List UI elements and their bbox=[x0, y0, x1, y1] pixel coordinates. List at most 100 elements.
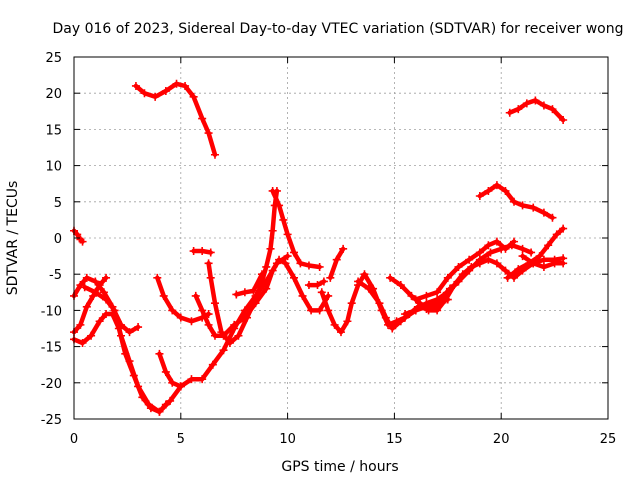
data-point bbox=[240, 288, 249, 297]
data-point bbox=[422, 291, 431, 300]
data-point bbox=[354, 277, 363, 286]
data-point bbox=[486, 248, 495, 257]
data-point bbox=[249, 286, 258, 295]
data-point bbox=[82, 273, 91, 282]
data-point bbox=[279, 215, 288, 224]
data-point bbox=[465, 255, 474, 264]
data-point bbox=[234, 331, 243, 340]
x-axis-title: GPS time / hours bbox=[281, 459, 398, 475]
series-arc-12 bbox=[232, 270, 266, 299]
data-point bbox=[275, 255, 284, 264]
data-point bbox=[189, 247, 198, 256]
data-point bbox=[492, 259, 501, 268]
data-point bbox=[151, 92, 160, 101]
data-point bbox=[484, 255, 493, 264]
data-point bbox=[283, 230, 292, 239]
data-point bbox=[290, 273, 299, 282]
data-point bbox=[433, 302, 442, 311]
data-point bbox=[539, 208, 548, 217]
data-point bbox=[181, 81, 190, 90]
x-tick-label: 0 bbox=[70, 432, 78, 447]
data-point bbox=[518, 244, 527, 253]
data-point bbox=[140, 89, 149, 98]
data-point bbox=[307, 306, 316, 315]
data-point bbox=[411, 306, 420, 315]
data-point bbox=[91, 277, 100, 286]
series-arc-9 bbox=[191, 255, 333, 340]
data-point bbox=[317, 288, 326, 297]
data-point bbox=[501, 266, 510, 275]
data-point bbox=[330, 320, 339, 329]
series-line bbox=[133, 81, 218, 157]
data-point bbox=[198, 247, 207, 256]
data-point bbox=[401, 310, 410, 319]
series-arc-20 bbox=[411, 237, 519, 304]
series-arc-23 bbox=[505, 96, 568, 124]
data-point bbox=[422, 299, 431, 308]
data-point bbox=[204, 320, 213, 329]
series-arc-24 bbox=[503, 224, 568, 282]
data-point bbox=[251, 295, 260, 304]
data-point bbox=[243, 313, 252, 322]
series-arc-13 bbox=[268, 186, 324, 271]
data-point bbox=[337, 328, 345, 337]
series-arc-22 bbox=[475, 181, 557, 222]
data-point bbox=[82, 302, 91, 311]
data-point bbox=[396, 317, 405, 326]
series-arc-25 bbox=[518, 252, 568, 271]
data-point bbox=[87, 331, 96, 340]
data-point bbox=[125, 357, 134, 366]
data-point bbox=[206, 248, 215, 257]
data-point bbox=[522, 99, 531, 108]
data-point bbox=[313, 281, 322, 290]
data-point bbox=[454, 262, 463, 271]
data-point bbox=[125, 328, 134, 337]
data-point bbox=[198, 114, 207, 123]
y-tick-label: 5 bbox=[54, 196, 62, 211]
data-point bbox=[439, 291, 448, 300]
data-point bbox=[296, 259, 305, 268]
data-point bbox=[552, 230, 561, 239]
data-point bbox=[176, 382, 185, 391]
series-arc-21 bbox=[433, 284, 454, 311]
data-point bbox=[535, 252, 544, 261]
data-point bbox=[275, 201, 284, 210]
series-arc-6 bbox=[155, 349, 185, 391]
data-point bbox=[304, 261, 313, 270]
data-point bbox=[484, 241, 493, 250]
data-point bbox=[375, 299, 384, 308]
series-line bbox=[234, 271, 265, 297]
data-point bbox=[501, 244, 510, 253]
data-point bbox=[210, 150, 219, 159]
data-point bbox=[433, 288, 442, 297]
y-tick-label: -15 bbox=[41, 341, 62, 356]
data-point bbox=[187, 317, 196, 326]
data-point bbox=[191, 291, 200, 300]
y-tick-label: -20 bbox=[41, 377, 62, 392]
data-point bbox=[465, 266, 474, 275]
data-point bbox=[339, 244, 348, 253]
data-point bbox=[153, 273, 162, 282]
y-axis-title: SDTVAR / TECUs bbox=[5, 181, 21, 296]
x-tick-label: 15 bbox=[386, 432, 403, 447]
data-point bbox=[134, 323, 143, 332]
data-point bbox=[102, 273, 111, 282]
data-point bbox=[76, 281, 85, 290]
data-point bbox=[527, 248, 536, 257]
data-point bbox=[176, 313, 185, 322]
data-point bbox=[204, 129, 213, 138]
data-point bbox=[159, 291, 168, 300]
x-tick-label: 10 bbox=[279, 432, 296, 447]
data-point bbox=[257, 270, 266, 279]
data-point bbox=[198, 375, 207, 384]
data-point bbox=[73, 230, 82, 239]
y-tick-label: -25 bbox=[41, 413, 62, 428]
data-point bbox=[529, 203, 538, 212]
data-point bbox=[475, 255, 484, 264]
data-point bbox=[266, 244, 275, 253]
data-point bbox=[531, 96, 540, 105]
data-point bbox=[510, 237, 519, 246]
data-point bbox=[95, 281, 104, 290]
data-point bbox=[198, 306, 207, 315]
data-point bbox=[386, 273, 395, 282]
